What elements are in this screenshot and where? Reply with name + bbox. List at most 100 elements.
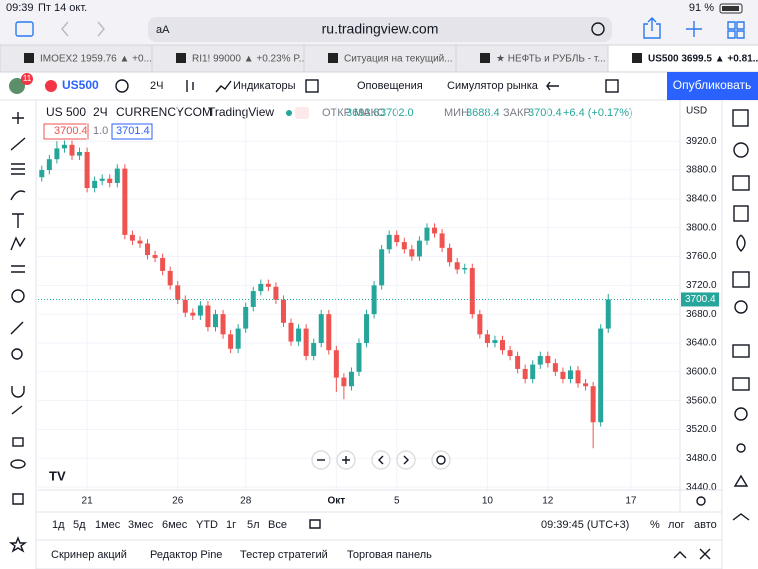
bottom-tab[interactable]: Редактор Pine (150, 549, 222, 561)
candle-body (122, 168, 128, 235)
candle-body (567, 370, 573, 380)
candle-body (296, 328, 302, 342)
candle-body (545, 355, 551, 364)
candle-body (129, 234, 135, 241)
range[interactable]: 6мес (162, 519, 188, 531)
bottom-tab[interactable]: Торговая панель (347, 549, 432, 561)
candle-body (364, 314, 370, 343)
x-tick-label: 17 (625, 496, 637, 507)
reload[interactable] (591, 22, 605, 36)
tabs-overview[interactable] (727, 21, 745, 39)
symbol[interactable]: US500 (62, 78, 99, 92)
range[interactable]: 1г (226, 519, 236, 531)
candle-body (401, 242, 407, 250)
range[interactable]: 1д (52, 519, 65, 531)
auto[interactable]: авто (694, 519, 717, 531)
chart-type[interactable] (186, 80, 194, 92)
settings[interactable] (696, 496, 706, 506)
fullscreen[interactable] (605, 79, 619, 93)
candle-body (250, 291, 256, 307)
candle-body (303, 328, 309, 356)
go-to-date[interactable] (309, 519, 321, 529)
candle-body (175, 285, 181, 300)
market-status (286, 110, 292, 116)
symbol-name: US 500 (46, 105, 86, 119)
interval[interactable]: 2Ч (150, 80, 163, 92)
compare[interactable] (115, 79, 129, 93)
candle-body (107, 178, 113, 183)
candle-body (507, 350, 513, 356)
y-tick-label: 3720.0 (686, 280, 717, 291)
publish-button[interactable] (667, 72, 758, 100)
chart-nav[interactable] (311, 450, 451, 470)
ask: 3701.4 (116, 125, 150, 137)
x-tick-label: 12 (542, 496, 554, 507)
new-tab[interactable] (686, 21, 702, 37)
candle-body (333, 350, 339, 378)
x-tick-label: 28 (240, 496, 252, 507)
currency[interactable]: USD (686, 106, 707, 117)
candle-body (424, 227, 430, 241)
last-price: 3700.4 (685, 294, 716, 305)
url[interactable]: ru.tradingview.com (322, 21, 439, 37)
range[interactable]: YTD (196, 519, 218, 531)
candle-body (280, 299, 286, 323)
candle-body (99, 178, 105, 181)
candle-body (379, 249, 385, 286)
x-tick-label: 10 (482, 496, 494, 507)
layout[interactable] (305, 79, 319, 93)
candle-body (477, 314, 483, 335)
bottom-panel (35, 539, 723, 569)
ohlc-label: МАКС (354, 107, 385, 119)
range[interactable]: 1мес (95, 519, 121, 531)
nav-arrows[interactable] (61, 21, 105, 37)
share[interactable] (643, 17, 661, 39)
tab-title[interactable]: IMOEX2 1959.76 ▲ +0.... (40, 54, 155, 65)
y-tick-label: 3440.0 (686, 482, 717, 493)
candle-body (92, 180, 98, 189)
status-date: Пт 14 окт. (38, 2, 87, 14)
tab-title[interactable]: Ситуация на текущий... (344, 54, 453, 65)
candle-body (61, 144, 67, 149)
battery: 91 % (689, 2, 714, 14)
avatar[interactable] (9, 78, 25, 94)
candle-body (235, 328, 241, 349)
replay[interactable]: Симулятор рынка (447, 80, 539, 92)
candle-body (326, 314, 332, 351)
tab-title[interactable]: RI1! 99000 ▲ +0.23% P... (192, 54, 307, 65)
tab-icon (632, 53, 642, 63)
range[interactable]: Все (268, 519, 287, 531)
candle-body (605, 299, 611, 329)
sidebar-button[interactable] (15, 21, 34, 37)
y-tick-label: 3520.0 (686, 424, 717, 435)
panel-controls[interactable] (673, 548, 711, 560)
undo[interactable] (546, 81, 559, 91)
address-bar[interactable] (148, 17, 612, 42)
clock: 09:39:45 (UTC+3) (541, 519, 629, 531)
candle-body (552, 363, 558, 372)
candle-body (575, 370, 581, 384)
candle-body (288, 322, 294, 342)
font-size[interactable]: aA (156, 24, 170, 36)
tab-title[interactable]: ★ НЕФТЬ и РУБЛЬ - т... (496, 54, 606, 65)
range[interactable]: 5д (73, 519, 86, 531)
percent[interactable]: % (650, 519, 660, 531)
right-tools[interactable] (732, 109, 750, 521)
indicators[interactable]: Индикаторы (233, 80, 296, 92)
tab-icon (480, 53, 490, 63)
symbol-icon (45, 80, 57, 92)
range[interactable]: 5л (247, 519, 260, 531)
drawing-tools[interactable] (8, 112, 28, 553)
tab-title[interactable]: US500 3699.5 ▲ +0.81... (648, 54, 758, 65)
log[interactable]: лог (668, 519, 685, 531)
bottom-tab[interactable]: Скринер акций (51, 549, 127, 561)
candle-body (152, 255, 158, 258)
candle-body (583, 383, 589, 387)
bottom-tab[interactable]: Тестер стратегий (240, 549, 328, 561)
alerts[interactable]: Оповещения (357, 80, 423, 92)
range[interactable]: 3мес (128, 519, 154, 531)
publish[interactable]: Опубликовать (673, 78, 751, 92)
candle-body (341, 377, 347, 387)
ohlc-value: 3688.4 (466, 107, 500, 119)
candle-body (46, 159, 52, 171)
